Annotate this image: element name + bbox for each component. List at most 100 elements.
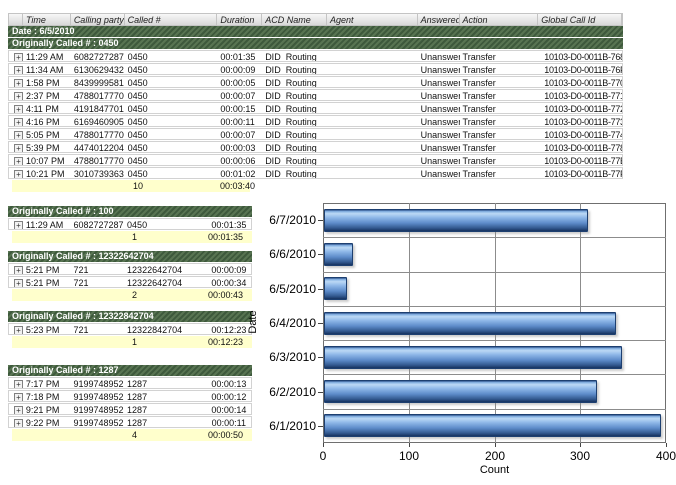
called-group-header: Originally Called # : 12322642704 [8,251,252,262]
expand-row-button[interactable]: + [14,118,23,126]
cell-time: 5:23 PM [25,325,60,334]
cell-called: 0450 [127,91,148,100]
cell-agent [327,155,418,165]
gridline [323,409,666,410]
cell-time: 4:11 PM [25,104,59,113]
cell-global_id: 10103-D0-0011B-76F [544,65,622,74]
cell-called: 12322642704 [127,278,183,287]
cell-calling: 9199748952 [73,405,124,414]
gridline [580,203,581,443]
date-group-header: Date : 6/5/2010 [8,26,623,37]
y-tick-mark [318,323,323,324]
table-row: +7:18 PM 9199748952 1287 00:00:12 [8,390,252,402]
expand-row-button[interactable]: + [14,380,23,388]
cell-called: 0450 [127,130,148,139]
expand-cell: + [9,264,23,274]
cell-answered: Unanswered [420,104,460,113]
expand-row-button[interactable]: + [14,279,23,287]
cell-calling: 6082727287 [73,52,124,61]
cell-action: Transfer [462,117,496,126]
expand-row-button[interactable]: + [14,131,23,139]
cell-agent [327,64,418,74]
cell-time: 10:21 PM [25,169,65,178]
expand-cell: + [9,324,23,334]
cell-called: 12322842704 [127,325,183,334]
cell-acd: DID_Routing [265,65,317,74]
expand-cell: + [9,142,23,152]
chart-bar [324,243,353,266]
cell-agent [327,51,418,61]
sub-table: Originally Called # : 100 +11:29 AM 608272… [8,206,252,243]
cell-action: Transfer [462,130,496,139]
table-row: +5:23 PM 721 12322842704 00:12:23 [8,323,252,335]
cell-action: Transfer [462,169,496,178]
y-tick-mark [318,289,323,290]
y-tick-label: 6/3/2010 [269,350,316,364]
cell-time: 5:21 PM [25,265,60,274]
group-summary-row: 4 00:00:50 [12,429,252,441]
cell-action: Transfer [462,78,496,87]
expand-cell: + [9,155,23,165]
expand-row-button[interactable]: + [14,221,23,229]
cell-answered: Unanswered [420,143,460,152]
table-row: +5:05 PM 4788017770 0450 00:00:07 DID_Routin… [8,128,623,140]
cell-time: 9:22 PM [25,418,60,427]
cell-acd: DID_Routing [265,143,317,152]
cell-time: 7:18 PM [25,392,60,401]
y-tick-mark [318,426,323,427]
expand-cell: + [9,391,23,401]
expand-row-button[interactable]: + [14,326,23,334]
cell-acd: DID_Routing [265,130,317,139]
gridline [323,340,666,341]
expand-row-button[interactable]: + [14,406,23,414]
summary-total-duration: 00:00:50 [208,430,244,440]
cell-answered: Unanswered [420,91,460,100]
cell-calling: 4788017770 [73,156,124,165]
expand-row-button[interactable]: + [14,144,23,152]
y-tick-mark [318,357,323,358]
cell-action: Transfer [462,52,496,61]
cell-duration: 00:00:07 [220,91,256,100]
cell-time: 5:05 PM [25,130,60,139]
cell-duration: 00:00:34 [211,278,247,287]
expand-row-button[interactable]: + [14,170,23,178]
column-header-agent: Agent [327,14,418,25]
called-group-header: Originally Called # : 100 [8,206,252,217]
called-group-header: Originally Called # : 12322842704 [8,311,252,322]
summary-count: 10 [133,181,144,191]
cell-called: 0450 [127,220,148,229]
cell-time: 10:07 PM [25,156,65,165]
expand-row-button[interactable]: + [14,79,23,87]
cell-answered: Unanswered [420,65,460,74]
expand-row-button[interactable]: + [14,266,23,274]
column-header-global_id: Global Call Id [538,14,622,25]
expand-cell: + [9,90,23,100]
cell-answered: Unanswered [420,52,460,61]
group-summary-row: 2 00:00:43 [12,289,252,301]
expand-row-button[interactable]: + [14,92,23,100]
cell-duration: 00:00:12 [211,392,247,401]
table-row: +5:39 PM 4474012204 0450 00:00:03 DID_Routin… [8,141,623,153]
cell-duration: 00:00:11 [220,117,255,126]
y-tick-mark [318,392,323,393]
cell-time: 11:29 AM [25,52,64,61]
sub-table: Originally Called # : 12322842704 +5:23 P… [8,311,252,348]
cell-action: Transfer [462,143,496,152]
column-header-calling: Calling party # [71,14,125,25]
expand-row-button[interactable]: + [14,53,23,61]
expand-row-button[interactable]: + [14,419,23,427]
expand-cell: + [9,168,23,178]
expand-cell: + [9,277,23,287]
expand-row-button[interactable]: + [14,105,23,113]
chart-bar [324,312,616,335]
expand-row-button[interactable]: + [14,66,23,74]
sub-table: Originally Called # : 1287 +7:17 PM 919974… [8,365,252,441]
cell-answered: Unanswered [420,169,460,178]
x-tick-mark [409,443,410,447]
expand-row-button[interactable]: + [14,393,23,401]
table-row: +11:34 AM 6130629432 0450 00:00:09 DID_Routi… [8,63,623,75]
cell-global_id: 10103-D0-0011B-773 [544,117,622,126]
expand-row-button[interactable]: + [14,157,23,165]
cell-duration: 00:00:09 [211,265,247,274]
